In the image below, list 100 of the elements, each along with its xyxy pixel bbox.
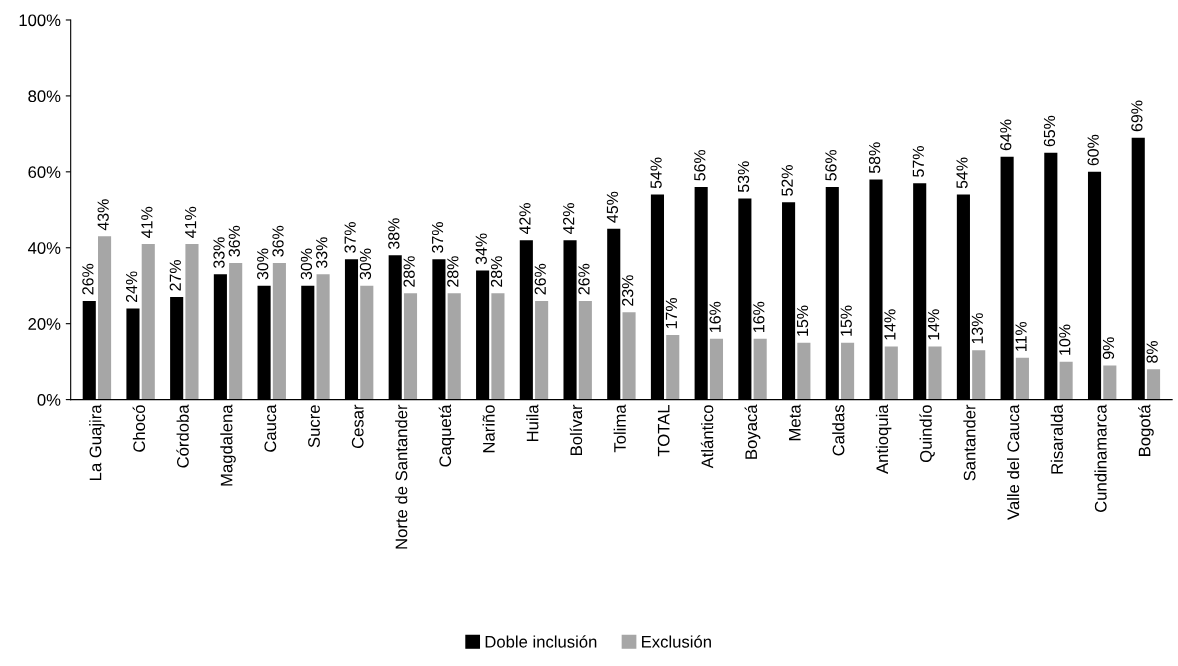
x-tick-label: Chocó [132,405,146,452]
data-label: 65% [1043,115,1056,147]
data-label: 26% [82,263,94,295]
data-label: 28% [403,256,415,287]
data-label: 27% [169,260,181,291]
data-label: 26% [578,263,590,295]
y-tick-label: 40% [27,242,61,254]
data-label: 60% [1087,134,1099,166]
data-label: 26% [534,263,546,295]
x-tick-label: Cauca [264,404,277,452]
data-label: 41% [185,206,197,238]
bar [447,293,461,400]
data-label: 24% [125,271,138,302]
x-tick-label: Risaralda [1050,404,1063,474]
data-label: 45% [606,191,619,223]
data-label: 17% [665,297,677,329]
x-tick-label: Norte de Santander [395,404,408,549]
data-label: 23% [622,275,634,306]
x-tick-label: Bogotá [1138,404,1154,456]
data-label: 30% [359,248,372,280]
x-tick-label: Caquetá [438,404,455,467]
bar [272,262,286,400]
data-label: 36% [272,225,284,257]
bar [316,274,330,400]
data-label: 33% [213,237,225,269]
data-label: 54% [650,157,662,189]
x-tick-label: TOTAL [657,405,670,457]
x-tick-label: Quindío [919,405,935,463]
data-label: 33% [316,237,328,269]
bar [709,338,724,400]
data-label: 16% [709,301,721,332]
data-label: 53% [737,161,750,193]
data-label: 42% [519,203,531,235]
data-label: 8% [1146,341,1158,363]
bar [753,338,767,400]
data-label: 14% [884,309,896,340]
data-label: 11% [1015,321,1027,351]
bar [1059,361,1073,400]
data-label: 13% [971,313,983,344]
x-tick-label: Huila [526,404,539,442]
x-tick-label: Sucre [308,405,320,448]
bar [797,342,811,400]
data-label: 15% [840,305,852,336]
data-label: 34% [475,233,487,265]
bar [98,236,112,400]
bar [1103,365,1117,400]
x-tick-label: Nariño [482,405,495,453]
data-label: 43% [97,199,109,231]
data-label: 14% [928,309,940,340]
x-tick-label: Bolívar [569,404,583,455]
y-tick-label: 0% [37,394,61,406]
y-tick-label: 80% [28,90,61,103]
bar [841,342,855,400]
data-label: 57% [912,146,924,177]
x-tick-label: Santander [963,404,976,481]
x-tick-label: Caldas [832,405,845,456]
data-label: 37% [431,222,444,253]
x-tick-label: Tolima [613,404,626,453]
data-label: 37% [344,222,356,253]
x-tick-label: Cundinamarca [1094,404,1107,512]
bar [491,293,505,400]
bar [972,350,986,400]
y-tick-label: 100% [19,14,61,27]
y-tick-label: 60% [28,166,61,179]
data-label: 56% [694,149,706,181]
bar [622,312,636,400]
data-label: 36% [228,225,240,257]
data-label: 30% [257,248,269,280]
bar [666,335,680,400]
bar [185,243,199,400]
data-label: 38% [388,218,400,250]
x-tick-label: Cesar [351,404,364,449]
data-label: 9% [1102,337,1115,359]
bar [1015,357,1029,400]
bar [1146,369,1161,400]
data-label: 64% [1000,119,1012,151]
data-label: 30% [300,248,313,280]
x-tick-label: Antioquia [875,404,892,474]
x-tick-label: Meta [789,404,801,441]
data-label: 28% [490,256,503,287]
bar [360,285,374,400]
bar [535,300,549,400]
bar [578,300,592,400]
bar [229,262,243,400]
data-label: 41% [141,206,153,238]
data-label: 56% [825,149,837,181]
bar [403,293,418,400]
data-label: 54% [956,157,968,189]
x-tick-label: Valle del Cauca [1006,404,1020,520]
data-label: 28% [447,256,459,287]
y-tick-label: 20% [28,318,61,330]
x-tick-label: Magdalena [220,404,236,486]
legend-label: Exclusión [642,635,711,648]
x-tick-label: Atlántico [700,405,714,469]
data-label: 16% [753,301,765,332]
data-label: 15% [796,305,809,336]
bar [884,346,898,400]
bar [928,346,942,400]
x-tick-label: Boyacá [744,404,761,459]
x-tick-label: Córdoba [176,404,189,468]
